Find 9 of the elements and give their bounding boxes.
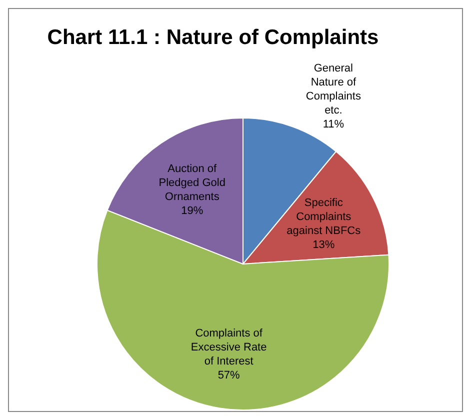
data-label: 19% bbox=[181, 204, 204, 217]
chart-title: Chart 11.1 : Nature of Complaints bbox=[47, 26, 379, 49]
slice-label: General Nature of Complaints etc. bbox=[306, 62, 362, 117]
data-label: 13% bbox=[312, 238, 335, 251]
data-label: 11% bbox=[322, 118, 344, 131]
slice-label: Specific Complaints against NBFCs bbox=[286, 196, 362, 237]
slice-label: Complaints of Excessive Rate of Interest bbox=[190, 327, 267, 368]
slice-label: Auction of Pledged Gold Ornaments bbox=[158, 162, 226, 203]
data-label: 57% bbox=[218, 369, 240, 382]
